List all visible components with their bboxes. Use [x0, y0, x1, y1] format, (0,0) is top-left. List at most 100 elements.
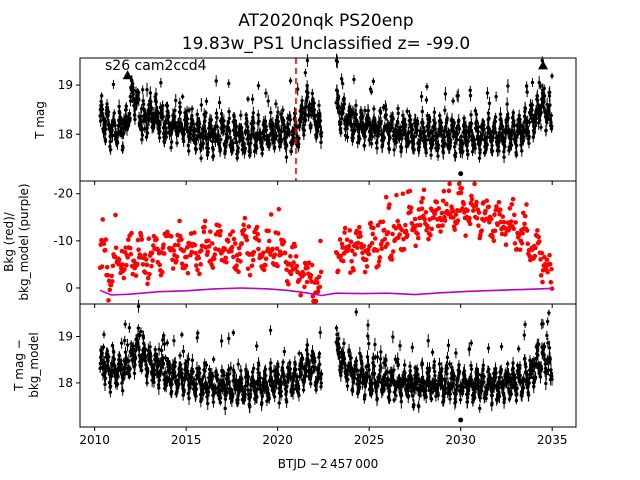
background-point — [316, 274, 322, 280]
data-point — [539, 125, 543, 129]
data-point — [256, 113, 260, 117]
data-point — [382, 136, 386, 140]
data-point — [194, 394, 198, 398]
data-point — [509, 143, 514, 147]
data-point — [303, 71, 308, 75]
data-point — [161, 333, 166, 338]
data-point — [121, 145, 125, 150]
background-point — [438, 217, 444, 223]
background-point — [212, 252, 218, 257]
data-point — [304, 113, 308, 117]
background-point — [216, 247, 221, 253]
y-tick-label: 18 — [58, 127, 73, 141]
chart-title-line2: 19.83w_PS1 Unclassified z= -99.0 — [182, 34, 470, 54]
background-point — [189, 249, 195, 255]
data-point — [436, 143, 441, 147]
data-point — [133, 363, 137, 367]
background-point — [308, 272, 314, 278]
data-point — [144, 115, 148, 120]
data-point — [352, 77, 356, 82]
data-point — [485, 143, 489, 147]
background-point — [463, 233, 468, 238]
background-point — [241, 227, 247, 233]
data-point — [112, 357, 116, 361]
background-point — [347, 228, 352, 233]
background-point — [408, 209, 413, 215]
background-point — [370, 231, 376, 237]
data-point — [145, 88, 149, 92]
background-point — [281, 239, 287, 245]
data-point — [162, 140, 167, 145]
data-point — [281, 119, 286, 123]
background-point — [412, 216, 418, 222]
background-point — [294, 263, 300, 269]
data-point — [487, 116, 491, 120]
data-point — [128, 99, 133, 103]
data-point — [186, 357, 191, 362]
data-point — [548, 103, 552, 107]
background-point — [495, 222, 500, 228]
data-point — [190, 107, 194, 111]
background-point — [461, 201, 467, 207]
background-point — [525, 241, 531, 247]
background-point — [229, 248, 234, 254]
background-point — [508, 219, 514, 224]
data-point — [165, 375, 169, 379]
background-point — [135, 237, 141, 243]
data-point — [317, 103, 321, 108]
data-point — [197, 122, 202, 126]
background-point — [522, 213, 528, 219]
background-point — [374, 248, 380, 253]
background-point — [201, 229, 207, 235]
data-point — [449, 138, 453, 142]
data-point — [412, 147, 416, 152]
data-point — [194, 387, 199, 391]
data-point — [222, 125, 226, 129]
panel-middle: 0 -10 -20 Bkg (red)/ bkg_model (purple) — [2, 180, 577, 308]
background-point — [256, 238, 262, 243]
background-point — [460, 206, 465, 211]
data-point — [102, 332, 106, 337]
background-point — [210, 265, 216, 270]
data-point — [443, 92, 448, 96]
data-point — [141, 99, 145, 103]
data-point — [439, 120, 443, 125]
data-point — [497, 139, 501, 144]
background-point — [250, 257, 256, 263]
data-point — [200, 144, 204, 149]
data-point — [256, 84, 261, 88]
background-point — [107, 287, 113, 293]
data-point — [396, 121, 400, 125]
background-point — [195, 267, 200, 273]
data-point — [120, 389, 125, 393]
data-point — [123, 350, 128, 354]
data-point — [469, 113, 473, 117]
data-point — [187, 108, 191, 112]
data-point — [222, 119, 226, 123]
data-point — [239, 113, 243, 117]
data-point — [302, 133, 306, 137]
background-point — [117, 257, 122, 263]
background-point — [415, 235, 421, 241]
background-point — [382, 236, 388, 242]
background-point — [496, 199, 502, 205]
data-point — [140, 128, 144, 132]
data-point — [425, 84, 429, 89]
background-point — [476, 223, 481, 228]
background-point — [106, 298, 111, 303]
data-point — [165, 104, 170, 108]
data-point — [219, 137, 223, 142]
background-point — [177, 218, 182, 224]
data-point — [113, 123, 117, 128]
data-point — [424, 138, 429, 142]
background-point — [423, 209, 429, 215]
background-point — [431, 215, 436, 220]
data-point — [518, 117, 522, 121]
background-point — [237, 251, 243, 257]
background-point — [467, 221, 473, 227]
data-point — [412, 135, 417, 139]
data-point — [340, 81, 345, 86]
background-point — [408, 205, 414, 211]
data-point — [178, 105, 182, 109]
data-point — [223, 149, 227, 153]
